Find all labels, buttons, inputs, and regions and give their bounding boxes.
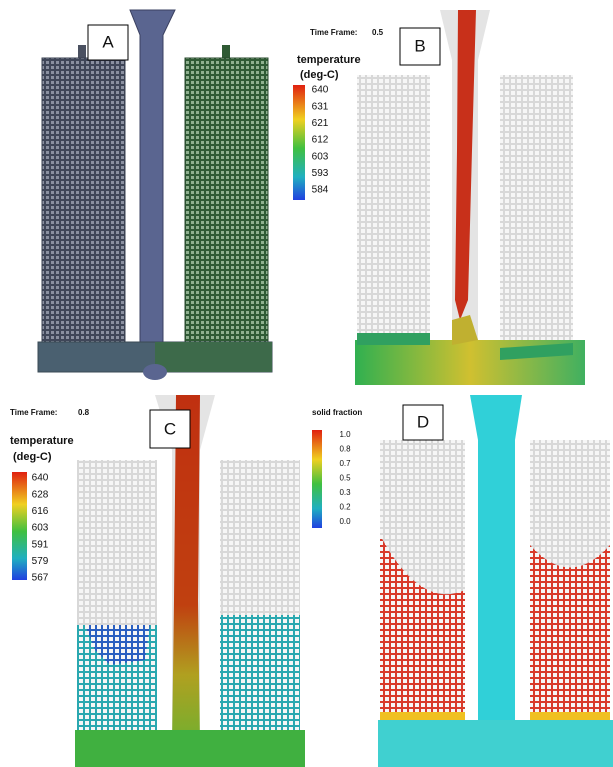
legend-tick-label: 567 [32, 573, 49, 584]
legend-tick-label: 579 [32, 556, 49, 567]
legend-tick-label: 603 [32, 523, 49, 534]
legend-title: temperature [10, 435, 74, 447]
colorbar [12, 472, 27, 580]
legend-tick-label: 628 [32, 489, 49, 500]
legend-tick-label: 0.2 [339, 503, 351, 512]
legend-tick-label: 0.8 [339, 445, 351, 454]
melt-right [220, 615, 300, 735]
time-frame-label: Time Frame: [310, 28, 357, 37]
panel-label: B [414, 36, 425, 55]
melt-front [357, 333, 430, 345]
legend-unit: (deg-C) [300, 69, 339, 81]
casting-right [185, 58, 268, 342]
legend-title: temperature [297, 54, 361, 66]
panel-c: Time Frame: 0.8 temperature (deg-C) C 64… [10, 395, 305, 767]
sprue [130, 10, 175, 345]
casting-left [42, 58, 125, 342]
legend-tick-label: 631 [312, 101, 329, 112]
legend-tick-label: 584 [312, 185, 329, 196]
riser [78, 45, 86, 59]
legend-tick-label: 1.0 [339, 430, 351, 439]
panel-d: solid fraction D 1.0 0.8 0.7 0.5 0.3 0.2 0.0 [312, 395, 613, 767]
colorbar [312, 430, 322, 528]
legend-tick-label: 640 [32, 473, 49, 484]
legend-tick-label: 0.0 [339, 517, 351, 526]
casting-left [357, 75, 430, 340]
runner [75, 730, 305, 767]
time-frame-value: 0.8 [78, 408, 90, 417]
panel-label: A [102, 32, 114, 51]
riser [222, 45, 230, 59]
legend-tick-label: 640 [312, 85, 329, 96]
time-frame-label: Time Frame: [10, 408, 57, 417]
legend-tick-label: 621 [312, 118, 329, 129]
time-frame-value: 0.5 [372, 28, 384, 37]
legend-tick-label: 591 [32, 539, 49, 550]
legend-tick-label: 0.5 [339, 474, 351, 483]
legend-unit: (deg-C) [13, 451, 52, 463]
legend-tick-label: 603 [312, 151, 329, 162]
legend-tick-label: 616 [32, 506, 49, 517]
legend-tick-label: 593 [312, 168, 329, 179]
panel-label: C [164, 419, 176, 438]
legend-title: solid fraction [312, 408, 362, 417]
figure: A Time Frame: 0.5 temperature (deg-C) B … [0, 0, 613, 767]
legend-tick-label: 612 [312, 135, 329, 146]
panel-b: Time Frame: 0.5 temperature (deg-C) B 64… [293, 10, 585, 385]
sprue [470, 395, 522, 745]
casting-right [500, 75, 573, 340]
legend-tick-label: 0.7 [339, 459, 351, 468]
runner [378, 720, 613, 767]
panel-a: A [38, 10, 272, 380]
solid-right [530, 545, 610, 720]
well [143, 364, 167, 380]
legend-tick-label: 0.3 [339, 488, 351, 497]
runner-right [155, 342, 272, 372]
colorbar [293, 85, 305, 200]
panel-label: D [417, 412, 429, 431]
